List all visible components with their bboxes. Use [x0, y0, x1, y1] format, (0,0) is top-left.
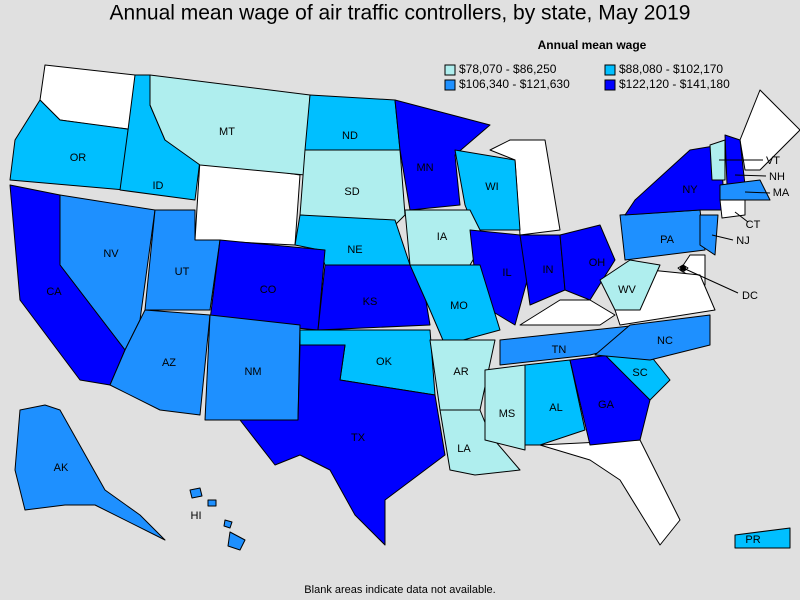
state — [227, 531, 246, 551]
state-blank — [519, 299, 616, 326]
state-label: ID — [153, 180, 164, 192]
leader-line — [711, 234, 734, 241]
state-label: OR — [70, 152, 87, 164]
legend-label: $78,070 - $86,250 — [459, 62, 557, 76]
state-label: MN — [416, 162, 433, 174]
state-label: IL — [502, 267, 511, 279]
state — [317, 264, 431, 331]
legend-swatch — [604, 79, 616, 91]
state-label: AR — [453, 366, 468, 378]
state-label: CO — [260, 284, 277, 296]
state-label: MO — [450, 300, 468, 312]
leader-line — [744, 191, 771, 194]
state-label: MT — [219, 126, 235, 138]
state — [524, 359, 586, 446]
state-label: SD — [344, 186, 359, 198]
state-label: KS — [363, 296, 378, 308]
blank-states — [39, 64, 800, 546]
state-label: DC — [742, 290, 758, 302]
state-labels: OR ID MT ND SD NE MN WI IA IL IN OH PA NY VT NH MA CT NJ DC… — [46, 126, 790, 546]
state-label: NJ — [736, 235, 749, 247]
state-label: LA — [457, 443, 471, 455]
state — [709, 139, 726, 181]
state-label: NC — [657, 335, 673, 347]
leader-line — [734, 211, 749, 223]
state — [189, 487, 203, 499]
states — [9, 74, 791, 551]
legend-swatch — [444, 64, 456, 76]
state — [439, 409, 521, 476]
state-label: AL — [549, 402, 562, 414]
state-label: PR — [745, 534, 760, 546]
legend: $78,070 - $86,250 $88,080 - $102,170 $106,… — [444, 62, 730, 91]
state-label: PA — [660, 234, 675, 246]
state — [409, 264, 501, 346]
state — [394, 99, 491, 211]
state-label: UT — [175, 266, 190, 278]
state-label: SC — [632, 367, 647, 379]
state-label: NH — [769, 171, 785, 183]
state — [734, 527, 791, 549]
state — [14, 404, 166, 541]
state-label: WV — [618, 284, 636, 296]
state-label: IA — [437, 231, 448, 243]
state — [699, 214, 719, 256]
state — [484, 364, 526, 451]
state-label: WI — [485, 181, 498, 193]
state-label: AK — [54, 462, 69, 474]
state-label: NE — [347, 244, 362, 256]
state — [719, 199, 746, 219]
state — [239, 344, 446, 546]
state — [719, 179, 771, 201]
state-label: VT — [766, 155, 780, 167]
state-label: OH — [589, 257, 606, 269]
legend-swatch — [604, 64, 616, 76]
map-title: Annual mean wage of air traffic controll… — [110, 2, 691, 25]
state-label: NV — [103, 248, 119, 260]
state-label: OK — [376, 356, 393, 368]
state-label: GA — [598, 399, 615, 411]
state-label: MS — [499, 408, 516, 420]
state-label: IN — [543, 264, 554, 276]
state-label: TN — [552, 344, 567, 356]
state — [223, 519, 233, 529]
legend-swatch — [444, 79, 456, 91]
state — [207, 499, 217, 507]
state-label: NY — [682, 184, 698, 196]
state — [454, 149, 521, 231]
state-label: HI — [191, 510, 202, 522]
state — [599, 259, 661, 311]
state-label: TX — [351, 432, 366, 444]
legend-title: Annual mean wage — [538, 38, 647, 52]
state — [594, 314, 711, 361]
legend-label: $122,120 - $141,180 — [619, 77, 730, 91]
state — [299, 149, 406, 226]
state-label: AZ — [162, 357, 176, 369]
state-label: MA — [773, 187, 790, 199]
leader-line — [734, 174, 767, 177]
state-label: CA — [46, 286, 62, 298]
state-label: CT — [746, 219, 761, 231]
footnote: Blank areas indicate data not available. — [304, 584, 495, 596]
state-blank — [739, 89, 800, 171]
leader-line — [682, 267, 739, 294]
legend-label: $106,340 - $121,630 — [459, 77, 570, 91]
state-label: NM — [244, 366, 261, 378]
legend-label: $88,080 - $102,170 — [619, 62, 723, 76]
state-label: ND — [342, 130, 358, 142]
